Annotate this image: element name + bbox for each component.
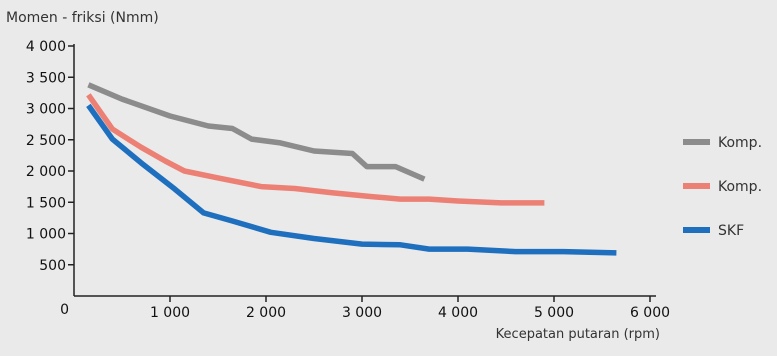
origin-label: 0: [60, 302, 69, 318]
legend-label-3: SKF: [718, 223, 744, 239]
legend-swatch-1: [683, 139, 710, 145]
x-tick-label: 2 000: [246, 305, 286, 321]
y-tick-label: 3 000: [26, 102, 66, 118]
series-layer: [86, 82, 617, 256]
legend-swatch-2: [683, 183, 710, 189]
y-ticks: 500 1 000 1 500 2 000 2 500 3 000 3 500 4 000: [26, 39, 74, 274]
y-tick-label: 500: [39, 258, 66, 274]
legend-label-1: Komp.: [718, 135, 762, 151]
x-axis-title: Kecepatan putaran (rpm): [496, 327, 660, 342]
y-axis-title: Momen - friksi (Nmm): [6, 10, 159, 26]
x-tick-label: 4 000: [438, 305, 478, 321]
legend-label-2: Komp.: [718, 179, 762, 195]
series-line-3: [86, 103, 617, 256]
x-tick-label: 6 000: [630, 305, 670, 321]
legend-swatch-3: [683, 227, 710, 233]
x-tick-label: 5 000: [534, 305, 574, 321]
series-line-2: [86, 93, 545, 206]
x-tick-label: 3 000: [342, 305, 382, 321]
legend: Komp. Komp. SKF: [683, 135, 762, 239]
series-line-1: [87, 82, 426, 182]
y-tick-label: 4 000: [26, 39, 66, 55]
y-tick-label: 2 000: [26, 164, 66, 180]
y-tick-label: 2 500: [26, 133, 66, 149]
y-tick-label: 3 500: [26, 70, 66, 86]
y-tick-label: 1 000: [26, 227, 66, 243]
y-tick-label: 1 500: [26, 195, 66, 211]
x-ticks: 1 000 2 000 3 000 4 000 5 000 6 000: [150, 296, 670, 321]
x-tick-label: 1 000: [150, 305, 190, 321]
